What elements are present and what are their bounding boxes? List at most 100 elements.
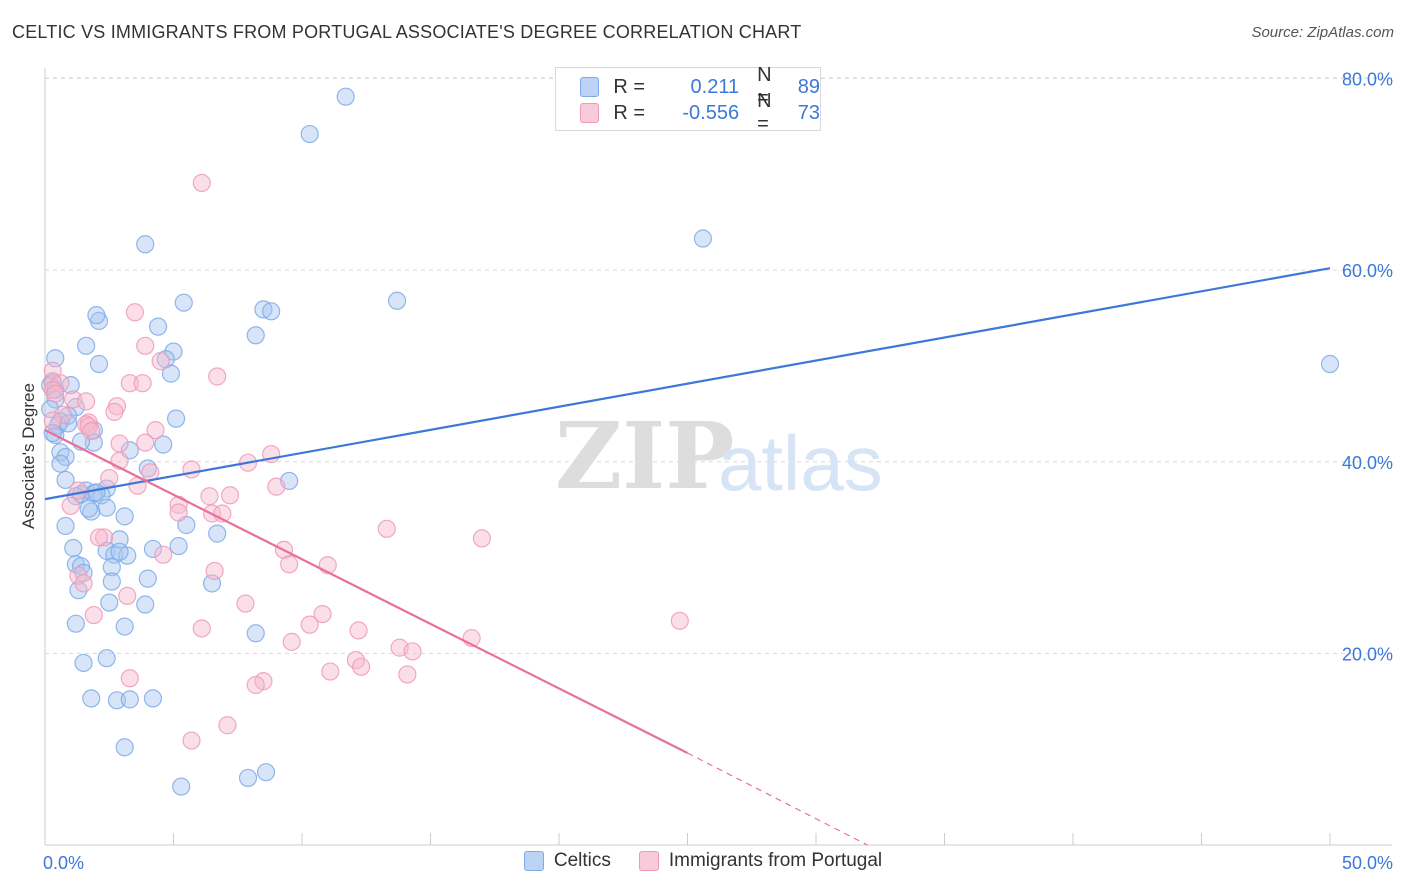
portugal-point (200, 487, 219, 506)
celtics-point (82, 689, 101, 708)
portugal-point (51, 374, 70, 393)
portugal-point (154, 545, 173, 564)
portugal-point (125, 303, 145, 322)
legend-row-celtics: R = 0.211 N = 89 (580, 64, 820, 109)
celtics-point (84, 433, 103, 452)
celtics-point (172, 777, 191, 796)
y-tick-label: 20.0% (1342, 644, 1393, 664)
celtics-point (1320, 354, 1340, 374)
celtics-point (107, 691, 127, 710)
portugal-point (82, 421, 101, 441)
chart-title: CELTIC VS IMMIGRANTS FROM PORTUGAL ASSOC… (12, 22, 802, 42)
celtics-point (164, 342, 183, 361)
celtics-point (387, 291, 407, 310)
celtics-point (256, 763, 276, 782)
portugal-point (120, 374, 139, 393)
portugal-point (349, 621, 368, 640)
celtics-point (102, 572, 121, 591)
celtics-point (238, 768, 258, 788)
portugal-point (89, 528, 109, 547)
legend-label-celtics: Celtics (553, 850, 611, 871)
portugal-point (46, 384, 65, 403)
celtics-point (100, 593, 119, 612)
portugal-point (182, 731, 201, 750)
celtics-point (136, 235, 155, 254)
portugal-point (79, 417, 98, 436)
celtics-point (51, 454, 70, 473)
stats-legend: R = 0.211 N = 89 R = -0.556 N = 73 (555, 64, 821, 135)
n-label: N = (757, 64, 772, 109)
series-portugal (43, 173, 689, 750)
portugal-point (321, 662, 340, 681)
celtics-trend-line (44, 267, 1331, 501)
celtics-point (246, 624, 265, 643)
celtics-point (154, 435, 173, 454)
portugal-point (100, 468, 119, 488)
legend-row-portugal: R = -0.556 N = 73 (580, 90, 820, 135)
celtics-point (138, 569, 157, 588)
celtics-point (136, 595, 155, 614)
celtics-point (59, 414, 78, 433)
celtics-point (56, 516, 75, 536)
celtics-point (143, 689, 163, 708)
portugal-swatch (638, 851, 659, 871)
portugal-point (282, 632, 301, 651)
source-label: Source: ZipAtlas.com (1251, 24, 1394, 41)
r-value: 0.211 (690, 75, 740, 98)
series-legend: Celtics Immigrants from Portugal (0, 850, 1406, 872)
portugal-point (220, 486, 240, 505)
r-value: -0.556 (682, 101, 740, 124)
portugal-point (403, 642, 422, 661)
gridlines (45, 77, 1392, 654)
portugal-point (43, 374, 62, 393)
celtics-point (208, 524, 227, 543)
legend-label-portugal: Immigrants from Portugal (668, 850, 883, 871)
r-label: R = (613, 75, 646, 98)
celtics-point (169, 536, 188, 556)
celtics-point (66, 614, 85, 633)
portugal-point (105, 402, 124, 422)
celtics-point (115, 507, 134, 526)
trend-lines (44, 267, 1331, 846)
portugal-point (136, 336, 155, 355)
celtics-point (110, 542, 129, 561)
portugal-point (61, 496, 80, 515)
celtics-point (89, 354, 109, 374)
portugal-point (69, 481, 88, 500)
tick-labels: 20.0% 40.0% 60.0% 80.0% 0.0% 50.0% Associate's… (19, 70, 1393, 874)
portugal-point (43, 411, 62, 430)
celtics-swatch (523, 851, 544, 871)
portugal-point (670, 611, 689, 630)
portugal-point (74, 574, 93, 593)
celtics-point (74, 563, 93, 582)
series-celtics (41, 87, 1340, 796)
celtics-point (79, 499, 98, 518)
celtics-point (161, 364, 181, 383)
celtics-point (82, 502, 101, 521)
portugal-point (169, 503, 188, 522)
y-tick-label: 40.0% (1342, 453, 1393, 473)
celtics-point (246, 326, 265, 345)
portugal-point (53, 405, 73, 424)
portugal-point (280, 555, 299, 574)
portugal-point (300, 615, 319, 634)
portugal-point (208, 367, 227, 386)
portugal-point (472, 529, 491, 548)
r-label: R = (613, 101, 646, 124)
portugal-point (182, 460, 201, 479)
portugal-point (313, 604, 332, 624)
celtics-point (166, 409, 186, 428)
celtics-point (87, 306, 106, 325)
celtics-point (74, 653, 93, 673)
celtics-point (693, 229, 713, 248)
celtics-swatch (580, 77, 600, 97)
portugal-point (120, 669, 139, 688)
celtics-point (77, 336, 96, 355)
portugal-point (352, 657, 371, 676)
y-tick-label: 60.0% (1342, 261, 1393, 281)
portugal-point (95, 528, 114, 547)
celtics-point (143, 539, 163, 559)
y-axis-label: Associate's Degree (19, 383, 38, 529)
